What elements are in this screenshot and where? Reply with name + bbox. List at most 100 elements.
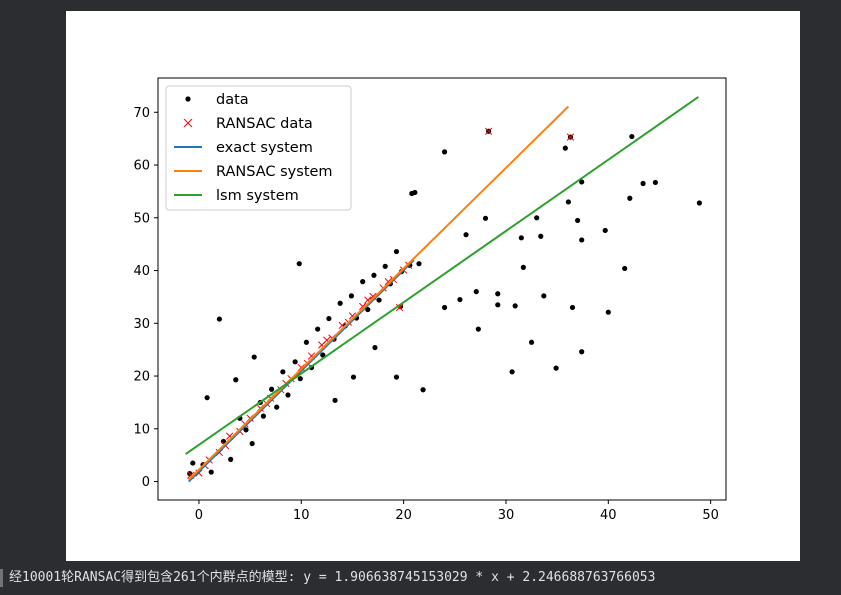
console-gutter-marker [0,569,3,587]
data-point [208,469,214,475]
data-point [463,232,469,238]
exact-system-line [188,259,415,483]
data-point [541,293,547,299]
data-point [457,296,463,303]
y-tick-label: 70 [133,106,150,121]
ransac-point [566,133,575,141]
data-point [348,293,355,299]
legend-handle-data [185,96,191,102]
data-point [228,456,234,462]
data-point [473,289,479,295]
data-point [475,326,481,332]
data-point [303,339,309,345]
data-point [562,145,568,151]
console-output: 经10001轮RANSAC得到包含261个内群点的模型: y = 1.90663… [0,561,841,595]
data-point [296,261,302,267]
x-tick-label: 20 [395,508,412,523]
console-output-line: 经10001轮RANSAC得到包含261个内群点的模型: y = 1.90663… [9,570,656,585]
data-point [204,395,210,401]
data-point [249,440,255,447]
data-point [371,272,377,278]
axes-frame [157,77,727,501]
data-point [565,199,571,205]
data-point [518,235,524,241]
data-point [579,179,585,185]
y-tick-label: 30 [133,317,150,332]
legend-label: lsm system [216,188,299,204]
data-point [285,392,291,398]
data-point [579,237,585,243]
data-point [337,300,343,306]
y-tick-label: 50 [133,211,150,226]
legend-label: RANSAC data [216,116,313,132]
data-point [629,133,635,140]
data-point [495,302,501,308]
data-point [393,374,400,380]
legend-label: exact system [216,140,313,156]
data-point [569,304,576,311]
data-point [292,359,298,365]
data-point [627,195,633,201]
data-point [520,264,526,270]
data-point [482,215,489,221]
data-point [243,427,249,433]
data-point [382,263,388,269]
data-point [640,180,646,187]
y-tick-label: 40 [133,264,150,279]
legend-label: data [216,92,249,108]
y-tick-label: 0 [142,475,150,490]
data-point [528,339,535,345]
x-tick-label: 30 [498,508,515,523]
y-tick-label: 60 [133,159,150,174]
x-tick-label: 0 [195,508,203,523]
data-point [420,387,426,393]
legend-handle-ransac-data [183,118,193,128]
data-point [393,248,400,255]
data-point [553,365,559,371]
data-point [372,344,378,351]
data-point [360,279,366,285]
data-point [251,354,257,360]
y-tick-label: 10 [133,422,150,437]
x-axis-ticks: 0 10 20 30 40 50 [195,500,719,523]
data-point [280,369,286,375]
data-point [297,376,303,382]
legend: data RANSAC data exact system RANSAC system… [165,85,352,211]
data-point [315,326,321,332]
data-point [376,297,382,303]
x-tick-label: 10 [293,508,310,523]
data-point [602,227,608,234]
data-point [622,265,628,272]
data-point [269,386,275,392]
y-tick-label: 20 [133,370,150,385]
figure-canvas: 0 10 20 30 40 50 0 10 20 30 40 50 60 70 data RANSAC d… [66,11,800,561]
ransac-system-line [188,105,570,481]
data-point [332,397,338,403]
y-axis-ticks: 0 10 20 30 40 50 60 70 [133,106,158,490]
data-point [190,460,196,466]
data-point [441,149,448,155]
data-point [512,303,518,309]
data-point [216,316,223,322]
data-point [320,352,326,358]
data-point [365,306,371,313]
data-point [538,233,544,239]
data-point [652,179,658,186]
data-point [534,215,540,221]
data-point [696,200,702,206]
data-point [326,315,332,322]
data-point [260,413,267,419]
legend-box [165,85,352,211]
data-point [579,349,585,355]
data-point [575,217,581,224]
data-point [412,189,418,196]
x-tick-label: 50 [702,508,719,523]
x-tick-label: 40 [600,508,617,523]
ransac-point [395,303,404,312]
lsm-system-line [185,96,699,455]
data-point [350,374,357,380]
scatter-plot: 0 10 20 30 40 50 0 10 20 30 40 50 60 70 data RANSAC d… [133,77,727,523]
ransac-point [484,127,493,135]
data-point [233,377,239,383]
data-point [495,291,501,297]
